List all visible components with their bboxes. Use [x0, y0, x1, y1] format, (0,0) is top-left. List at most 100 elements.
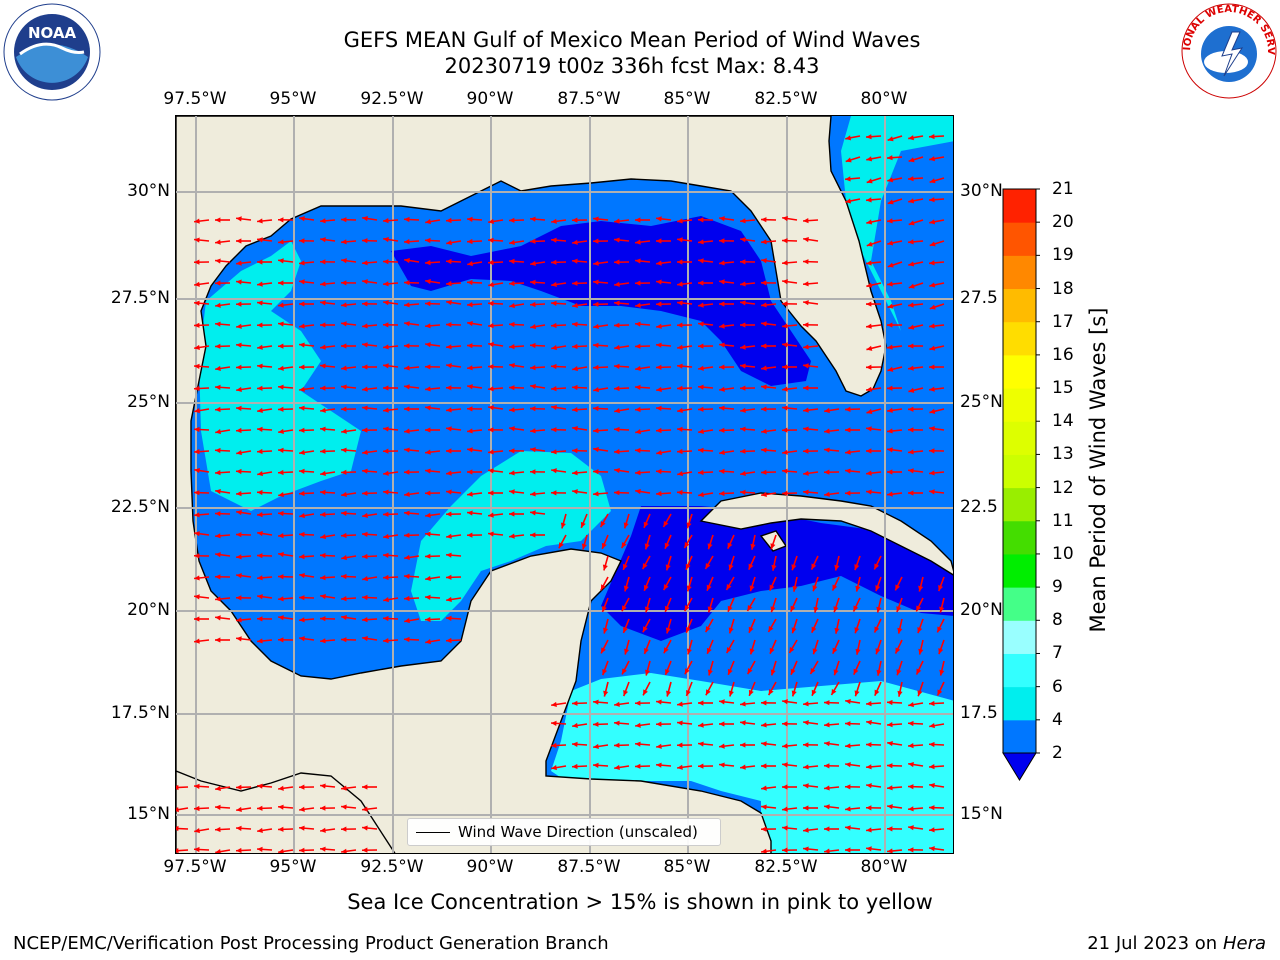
wind-arrow-head: [656, 699, 662, 705]
wind-arrow-head: [278, 217, 284, 223]
wind-arrow-head: [698, 384, 704, 390]
wind-arrow-head: [278, 574, 284, 580]
wind-arrow-head: [677, 218, 683, 224]
wind-arrow-head: [698, 406, 704, 412]
wind-arrow-head: [803, 218, 809, 224]
wind-arrow-head: [803, 448, 809, 454]
wind-arrow-head: [572, 763, 578, 770]
legend-text: Wind Wave Direction (unscaled): [458, 823, 698, 841]
wind-arrow-head: [236, 279, 242, 285]
wind-arrow-head: [874, 563, 880, 570]
wind-arrow-head: [215, 321, 221, 327]
wind-arrow-head: [761, 302, 767, 308]
wind-arrow-head: [236, 573, 242, 579]
wind-arrow-head: [551, 427, 557, 433]
wind-arrow-head: [257, 827, 263, 834]
wind-arrow-head: [908, 720, 914, 727]
wind-arrow-head: [194, 616, 200, 622]
wind-arrow-head: [194, 575, 200, 581]
wind-arrow-head: [215, 406, 221, 413]
wind-arrow-head: [488, 218, 494, 225]
wind-arrow-head: [278, 280, 284, 286]
wind-arrow-head: [887, 303, 894, 309]
wind-arrow-head: [278, 615, 284, 621]
wind-arrow-head: [908, 784, 914, 790]
wind-arrow-head: [236, 216, 242, 222]
wind-arrow-head: [845, 762, 851, 768]
land: [176, 116, 953, 853]
wind-arrow-head: [257, 237, 263, 243]
wind-arrow-head: [446, 281, 452, 287]
wind-arrow-head: [425, 260, 431, 266]
wind-arrow-head: [929, 827, 935, 833]
wind-arrow-head: [362, 468, 368, 474]
wind-arrow-head: [320, 322, 326, 328]
wind-arrow-head: [929, 241, 936, 247]
wind-arrow-head: [383, 597, 389, 603]
wind-arrow-head: [425, 427, 431, 433]
wind-arrow-head: [727, 605, 733, 612]
wind-arrow-head: [593, 216, 599, 222]
lon-tick-top: 80°W: [860, 89, 908, 109]
wind-arrow-head: [236, 450, 242, 456]
wind-arrow-head: [887, 240, 894, 246]
lat-tick-right: 30°N: [960, 181, 1003, 201]
wind-arrow-head: [686, 522, 692, 529]
colorbar-tick-label: 2: [1052, 743, 1063, 763]
wind-arrow-head: [488, 386, 494, 392]
wind-arrow-head: [215, 447, 221, 454]
title-line-2: 20230719 t00z 336h fcst Max: 8.43: [444, 54, 820, 78]
wind-arrow-head: [677, 471, 683, 477]
wind-arrow-head: [845, 468, 851, 474]
wind-arrow-head: [341, 280, 347, 286]
wind-arrow-head: [299, 595, 305, 601]
wind-arrow-head: [257, 530, 263, 537]
wind-arrow-head: [362, 576, 368, 582]
wind-arrow-head: [726, 583, 732, 590]
wind-arrow-head: [656, 279, 662, 285]
wind-arrow-head: [728, 627, 734, 634]
wind-arrow-head: [215, 637, 221, 643]
wind-arrow-head: [677, 407, 683, 414]
wind-arrow-head: [572, 321, 578, 327]
wind-arrow-head: [929, 408, 936, 414]
wind-arrow-head: [824, 428, 830, 434]
colorbar-cell: [1003, 255, 1036, 290]
wind-arrow-head: [803, 385, 809, 391]
wind-arrow-head: [938, 585, 944, 592]
lon-tick-bottom: 87.5°W: [557, 857, 621, 877]
wind-arrow-head: [719, 699, 725, 705]
wind-arrow-head: [362, 260, 368, 266]
wind-arrow-head: [425, 490, 431, 496]
wind-arrow-head: [404, 365, 410, 371]
wind-arrow-head: [698, 217, 704, 223]
wind-arrow-head: [320, 385, 326, 391]
wind-arrow-head: [866, 301, 872, 307]
map-panel[interactable]: [175, 115, 954, 854]
wind-arrow-head: [236, 238, 242, 244]
wind-arrow-head: [727, 668, 733, 675]
wind-arrow-head: [740, 470, 746, 477]
wind-arrow-head: [642, 563, 648, 570]
legend-box: Wind Wave Direction (unscaled): [407, 818, 721, 846]
wind-arrow-head: [614, 300, 620, 306]
colorbar-cell: [1003, 719, 1036, 754]
wind-arrow-head: [887, 785, 893, 791]
wind-arrow-head: [530, 365, 536, 371]
wind-arrow-head: [782, 323, 788, 329]
wind-arrow-head: [929, 156, 935, 162]
wind-arrow-head: [257, 489, 263, 496]
wind-arrow-head: [362, 512, 368, 519]
lat-tick-left: 30°N: [127, 181, 170, 201]
wind-arrow-head: [362, 635, 368, 642]
wind-arrow-head: [593, 364, 599, 371]
wind-arrow-head: [362, 531, 368, 537]
ocean-cyan-west: [199, 241, 361, 511]
wind-arrow-head: [383, 533, 389, 540]
wind-arrow-head: [593, 323, 599, 330]
wind-arrow-head: [761, 469, 767, 475]
wind-arrow-head: [855, 648, 861, 655]
wind-arrow-head: [600, 521, 606, 528]
wind-arrow-head: [299, 554, 305, 560]
wind-arrow-head: [299, 260, 305, 266]
